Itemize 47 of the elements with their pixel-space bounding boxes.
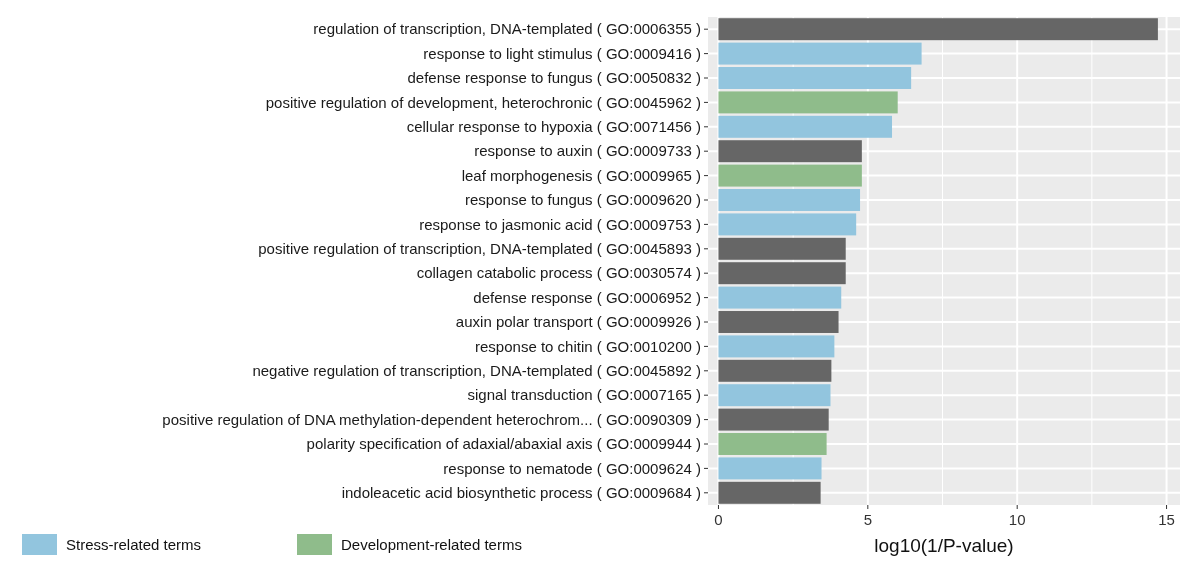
bar — [718, 359, 832, 382]
bar — [718, 213, 857, 236]
bar — [718, 384, 831, 407]
legend-label: Stress-related terms — [66, 535, 202, 553]
y-tick-label: response to nematode ( GO:0009624 ) — [443, 459, 701, 477]
y-tick-label: response to chitin ( GO:0010200 ) — [475, 337, 701, 355]
bar — [718, 115, 893, 138]
bar — [718, 335, 835, 358]
bar — [718, 140, 862, 163]
y-tick-label: collagen catabolic process ( GO:0030574 ) — [416, 264, 701, 282]
bar — [718, 164, 862, 187]
y-tick-label: defense response ( GO:0006952 ) — [473, 288, 701, 306]
y-tick-label: response to auxin ( GO:0009733 ) — [474, 142, 701, 160]
y-tick-label: positive regulation of development, heterochronic ( GO:0045962 ) — [265, 93, 701, 111]
y-tick-label: negative regulation of transcription, DNA-templated ( GO:0045892 ) — [252, 362, 701, 380]
bar — [718, 91, 898, 114]
bar — [718, 286, 842, 309]
bar — [718, 433, 827, 455]
bar — [718, 481, 821, 504]
bar — [718, 311, 839, 333]
y-tick-label: regulation of transcription, DNA-templated ( GO:0006355 ) — [313, 20, 701, 38]
bar — [718, 408, 829, 431]
y-tick-label: indoleacetic acid biosynthetic process ( GO:0009684 ) — [341, 484, 701, 502]
bar — [718, 237, 846, 260]
bar — [718, 42, 922, 65]
y-tick-label: positive regulation of transcription, DNA-templated ( GO:0045893 ) — [258, 240, 701, 258]
bar — [718, 67, 912, 89]
bar — [718, 262, 846, 285]
x-axis-title: log10(1/P-value) — [874, 535, 1014, 556]
y-tick-label: response to light stimulus ( GO:0009416 ) — [423, 44, 701, 62]
x-tick-label: 15 — [1158, 511, 1175, 528]
legend-label: Development-related terms — [341, 535, 522, 553]
bar — [718, 457, 822, 480]
x-tick-label: 5 — [863, 511, 872, 528]
y-tick-label: leaf morphogenesis ( GO:0009965 ) — [461, 166, 701, 184]
y-tick-label: auxin polar transport ( GO:0009926 ) — [455, 313, 701, 331]
y-tick-label: positive regulation of DNA methylation-dependent heterochrom... ( GO:0090309 ) — [162, 410, 701, 428]
y-tick-label: signal transduction ( GO:0007165 ) — [467, 386, 701, 404]
bar — [718, 189, 861, 211]
y-tick-label: polarity specification of adaxial/abaxial axis ( GO:0009944 ) — [306, 435, 701, 453]
x-tick-label: 0 — [714, 511, 723, 528]
bar — [718, 18, 1158, 41]
y-tick-label: defense response to fungus ( GO:0050832 ) — [407, 69, 701, 87]
y-tick-label: cellular response to hypoxia ( GO:0071456 ) — [406, 118, 701, 136]
y-tick-label: response to jasmonic acid ( GO:0009753 ) — [419, 215, 701, 233]
y-tick-label: response to fungus ( GO:0009620 ) — [465, 191, 701, 209]
x-tick-label: 10 — [1008, 511, 1026, 528]
